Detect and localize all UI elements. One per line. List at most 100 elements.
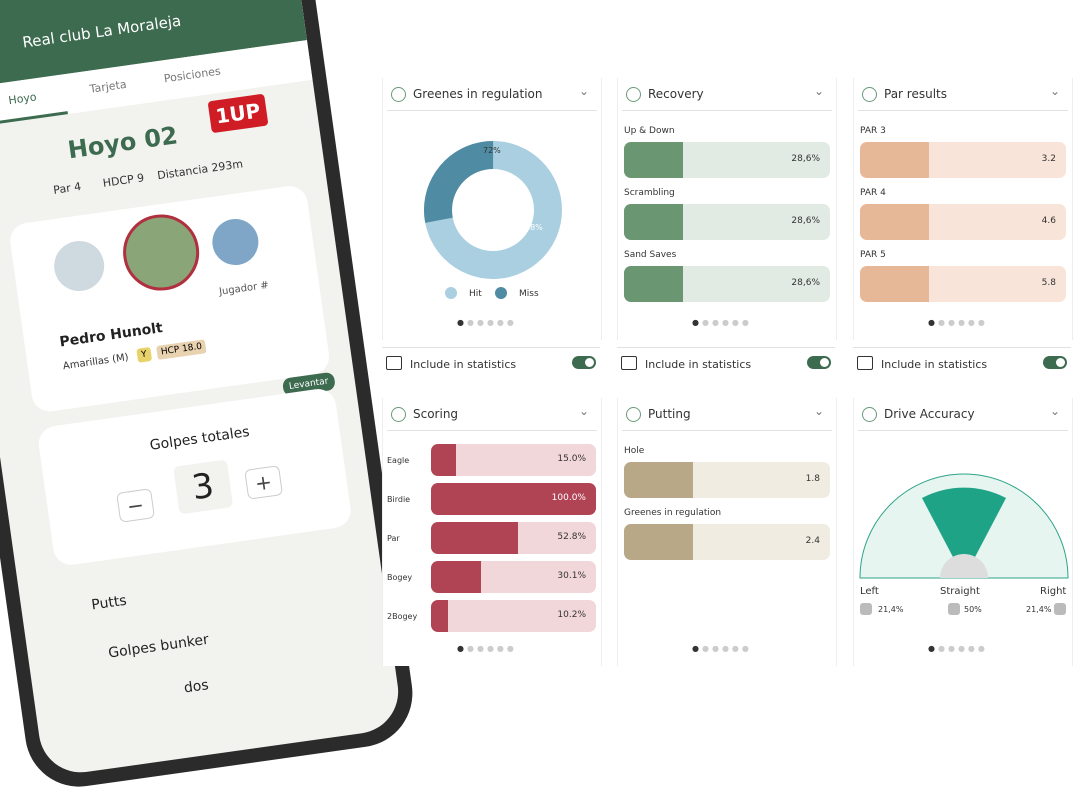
bar-fill <box>431 444 456 476</box>
bar-label: Hole <box>624 446 645 456</box>
toggle-label: Include in statistics <box>645 358 752 371</box>
card-icon <box>391 87 406 102</box>
bar: 4.6 <box>860 204 1066 240</box>
bar-fill <box>624 462 693 498</box>
bar: 28,6% <box>624 266 830 302</box>
bar: 1.8 <box>624 462 830 498</box>
donut-label: 72% <box>483 146 501 155</box>
pager-dots: ●●●●●● <box>928 318 988 327</box>
donut-chart <box>424 141 562 279</box>
include-toggle-row: Include in statistics <box>382 347 600 378</box>
toggle-switch[interactable] <box>1043 356 1067 369</box>
stat-card: Greenes in regulation ⌄ 72% 28% Hit Miss ●●●●●… <box>382 78 602 340</box>
bar-value: 15.0% <box>557 454 586 464</box>
donut-label: 28% <box>525 223 543 232</box>
stat-row: Putts <box>90 592 128 614</box>
match-badge: 1UP <box>207 93 269 134</box>
bar: 28,6% <box>624 204 830 240</box>
card-title: Drive Accuracy <box>884 407 975 421</box>
toggle-icon <box>621 356 637 370</box>
pager-dots: ●●●●●● <box>692 644 752 653</box>
bar: 3.2 <box>860 142 1066 178</box>
bar-label: Scrambling <box>624 188 675 198</box>
toggle-switch[interactable] <box>572 356 596 369</box>
row-label: Bogey <box>387 573 413 582</box>
bar-fill <box>431 483 596 515</box>
chevron[interactable]: ⌄ <box>813 84 824 98</box>
bar-fill <box>860 204 929 240</box>
direction-label: Straight <box>940 586 980 597</box>
gauge-straight <box>922 487 1006 578</box>
chevron[interactable]: ⌄ <box>813 404 824 418</box>
card-header: Greenes in regulation ⌄ <box>387 78 597 111</box>
card-header: Putting ⌄ <box>622 398 832 431</box>
pager-dots: ●●●●●● <box>457 318 517 327</box>
row-label: Par <box>387 534 400 543</box>
toggle-label: Include in statistics <box>410 358 517 371</box>
bar: 28,6% <box>624 142 830 178</box>
chevron[interactable]: ⌄ <box>578 404 589 418</box>
minus-button[interactable]: − <box>116 488 155 523</box>
bar-value: 3.2 <box>1041 154 1056 164</box>
card-title: Par results <box>884 87 947 101</box>
bar-fill <box>431 561 481 593</box>
gauge <box>859 473 1069 579</box>
bar-value: 30.1% <box>557 571 586 581</box>
toggle-switch[interactable] <box>807 356 831 369</box>
bar-label: Sand Saves <box>624 250 677 260</box>
card-header: Par results ⌄ <box>858 78 1068 111</box>
direction-value: 21,4% <box>1026 605 1052 614</box>
bar-label: PAR 5 <box>860 250 886 260</box>
include-toggle-row: Include in statistics <box>617 347 835 378</box>
bar-label: Greenes in regulation <box>624 508 722 518</box>
bar-label: Up & Down <box>624 126 675 136</box>
row-label: Eagle <box>387 456 410 465</box>
pager-dots: ●●●●●● <box>692 318 752 327</box>
pager-dots: ●●●●●● <box>457 644 517 653</box>
bar-fill <box>431 522 519 554</box>
hole-hdcp: HDCP 9 <box>102 171 146 190</box>
card-icon <box>862 87 877 102</box>
card-title: Recovery <box>648 87 704 101</box>
card-title: Putting <box>648 407 691 421</box>
bar: 2.4 <box>624 524 830 560</box>
bar-label: PAR 3 <box>860 126 886 136</box>
legend-dot <box>445 287 457 299</box>
bar: 5.8 <box>860 266 1066 302</box>
include-toggle-row: Include in statistics <box>853 347 1071 378</box>
stat-row: dos <box>182 677 210 697</box>
donut-miss <box>424 141 562 279</box>
strokes: 3 <box>173 459 233 515</box>
bar: 10.2% <box>431 600 596 632</box>
bar-fill <box>624 524 693 560</box>
bar: 52.8% <box>431 522 596 554</box>
card-title: Scoring <box>413 407 459 421</box>
bar-fill <box>860 266 929 302</box>
chevron[interactable]: ⌄ <box>1049 84 1060 98</box>
bar-fill <box>624 142 683 178</box>
direction-value: 50% <box>964 605 982 614</box>
stat-card: Scoring ⌄ Eagle 15.0% Birdie 100.0% Par 52.8% Bo… <box>382 398 602 666</box>
card-icon <box>626 87 641 102</box>
plus-button[interactable]: + <box>244 465 283 500</box>
direction-label: Right <box>1040 586 1067 597</box>
legend-label: Miss <box>519 289 539 299</box>
direction-icon <box>1054 603 1066 615</box>
direction-icon <box>860 603 872 615</box>
bar-value: 28,6% <box>791 154 820 164</box>
bar-value: 1.8 <box>805 474 820 484</box>
chevron[interactable]: ⌄ <box>578 84 589 98</box>
card-title: Greenes in regulation <box>413 87 543 101</box>
bar-value: 5.8 <box>1041 278 1056 288</box>
toggle-label: Include in statistics <box>881 358 988 371</box>
bar-value: 10.2% <box>557 610 586 620</box>
bar: 15.0% <box>431 444 596 476</box>
stat-row: Golpes bunker <box>107 631 210 662</box>
card-header: Scoring ⌄ <box>387 398 597 431</box>
bar-value: 100.0% <box>551 493 586 503</box>
tee-code: Y <box>136 346 152 363</box>
chevron[interactable]: ⌄ <box>1049 404 1060 418</box>
stat-card: Putting ⌄ Hole 1.8 Greenes in regulation 2.4 ●… <box>617 398 837 666</box>
card-icon <box>626 407 641 422</box>
